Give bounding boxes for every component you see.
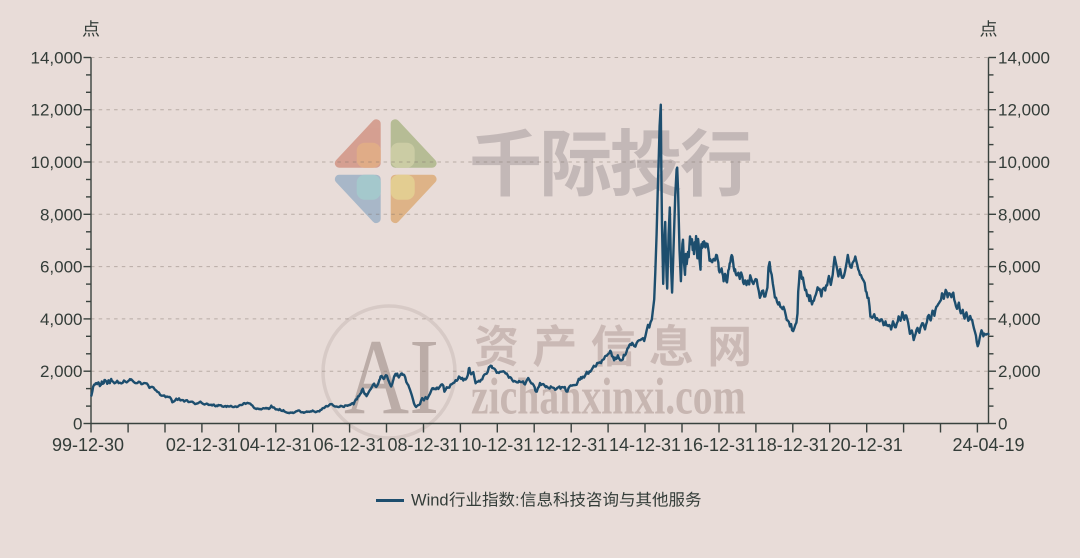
svg-text:06-12-31: 06-12-31 — [314, 435, 386, 455]
svg-text:10-12-31: 10-12-31 — [461, 435, 533, 455]
svg-text:10,000: 10,000 — [31, 153, 83, 172]
svg-text:4,000: 4,000 — [998, 310, 1041, 329]
svg-text:zichanxinxi.com: zichanxinxi.com — [471, 368, 746, 425]
svg-text:6,000: 6,000 — [998, 258, 1041, 277]
svg-text:2,000: 2,000 — [998, 362, 1041, 381]
svg-text:08-12-31: 08-12-31 — [387, 435, 459, 455]
svg-text:2,000: 2,000 — [40, 362, 83, 381]
svg-text:Wind: Wind — [411, 492, 449, 510]
svg-text:4,000: 4,000 — [40, 310, 83, 329]
svg-text:14-12-31: 14-12-31 — [609, 435, 681, 455]
svg-text:18-12-31: 18-12-31 — [757, 435, 829, 455]
svg-text:14,000: 14,000 — [31, 49, 83, 68]
svg-text:0: 0 — [998, 415, 1007, 434]
svg-text:12,000: 12,000 — [31, 101, 83, 120]
svg-text:20-12-31: 20-12-31 — [831, 435, 903, 455]
svg-text:8,000: 8,000 — [40, 205, 83, 224]
svg-text:24-04-19: 24-04-19 — [952, 435, 1024, 455]
svg-text:6,000: 6,000 — [40, 258, 83, 277]
svg-text:12-12-31: 12-12-31 — [535, 435, 607, 455]
svg-text:12,000: 12,000 — [998, 101, 1050, 120]
svg-text:99-12-30: 99-12-30 — [52, 435, 124, 455]
svg-text:10,000: 10,000 — [998, 153, 1050, 172]
svg-text::: : — [515, 492, 520, 510]
svg-text:AI: AI — [344, 316, 439, 436]
svg-text:02-12-31: 02-12-31 — [166, 435, 238, 455]
svg-text:8,000: 8,000 — [998, 205, 1041, 224]
svg-text:04-12-31: 04-12-31 — [240, 435, 312, 455]
svg-text:0: 0 — [73, 415, 82, 434]
svg-text:16-12-31: 16-12-31 — [683, 435, 755, 455]
svg-text:14,000: 14,000 — [998, 49, 1050, 68]
